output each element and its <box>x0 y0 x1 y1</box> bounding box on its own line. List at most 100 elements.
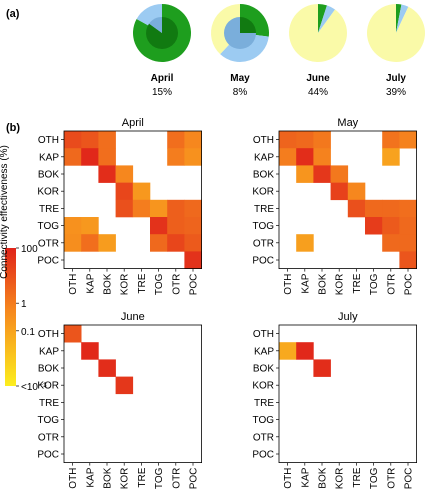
heatmap-cell <box>313 148 331 166</box>
panel-label-b: (b) <box>6 122 20 134</box>
row-tick-label: TRE <box>39 204 59 215</box>
heatmap-frame <box>63 324 203 464</box>
heatmap-cell <box>330 165 349 183</box>
row-tick-label: BOK <box>38 170 59 181</box>
heatmap-cell <box>399 234 417 252</box>
row-tick-label: OTR <box>253 432 274 443</box>
row-tick-label: TOG <box>253 415 275 426</box>
col-tick-label: OTH <box>68 468 79 489</box>
row-tick-label: KAP <box>39 152 59 163</box>
pie-row: April 15% May 8% June 44% July 39% <box>133 3 425 98</box>
heatmap-title: July <box>338 311 358 323</box>
row-tick-label: POC <box>37 256 59 267</box>
heatmap-cell <box>81 217 99 235</box>
heatmap-cell <box>81 148 99 166</box>
row-tick-label: TOG <box>253 221 275 232</box>
col-tick-label: KOR <box>120 468 131 490</box>
col-tick-label: POC <box>404 274 415 296</box>
pie-slice-outer <box>318 5 336 33</box>
heatmap-cell <box>64 217 82 235</box>
heatmap-may: May OTH OTH KAP KAP BOK BOK KOR KOR TRE TRE TOG TOG O… <box>252 117 418 296</box>
row-tick-label: BOK <box>38 364 59 375</box>
pie-percent-label: 39% <box>386 87 406 98</box>
col-tick-label: BOK <box>318 467 329 488</box>
col-tick-label: TOG <box>369 273 380 295</box>
row-tick-label: OTH <box>253 329 274 340</box>
col-tick-label: TRE <box>352 273 363 293</box>
heatmap-cell <box>279 131 297 149</box>
col-tick-label: BOK <box>318 273 329 294</box>
heatmap-cell <box>167 217 185 235</box>
heatmap-frame <box>63 130 203 270</box>
heatmap-title: April <box>122 117 144 129</box>
row-tick-label: POC <box>252 256 274 267</box>
heatmap-grid: April OTH OTH KAP KAP BOK BOK KOR KOR TRE TRE TOG TO… <box>37 117 418 490</box>
heatmap-cell <box>184 199 202 218</box>
pie-june: June 44% <box>289 4 347 98</box>
col-tick-label: BOK <box>103 273 114 294</box>
col-tick-label: TRE <box>137 273 148 293</box>
heatmap-cell <box>167 148 185 166</box>
col-tick-label: OTR <box>386 468 397 489</box>
colorbar-tick-label: 1 <box>21 299 27 310</box>
heatmap-cell <box>382 234 400 252</box>
col-tick-label: OTR <box>386 274 397 295</box>
pie-month-label: April <box>151 73 174 84</box>
row-tick-label: KAP <box>39 346 59 357</box>
heatmap-cell <box>98 131 116 149</box>
col-tick-label: OTR <box>171 274 182 295</box>
pie-month-label: June <box>306 73 330 84</box>
heatmap-cell <box>81 131 99 149</box>
heatmap-cell <box>98 148 116 166</box>
heatmap-cell <box>382 217 400 235</box>
panel-label-a: (a) <box>6 8 20 20</box>
row-tick-label: OTR <box>38 432 59 443</box>
row-tick-label: KOR <box>252 381 274 392</box>
heatmap-cell <box>115 165 134 183</box>
heatmap-june: June OTH OTH KAP KAP BOK BOK KOR KOR TRE TRE TOG TOG… <box>37 311 203 490</box>
col-tick-label: OTH <box>283 274 294 295</box>
heatmap-cell <box>365 217 383 235</box>
heatmap-cell <box>98 234 116 252</box>
heatmap-cell <box>150 234 168 252</box>
heatmap-cell <box>399 217 417 235</box>
heatmap-frame <box>278 130 418 270</box>
heatmap-cell <box>81 342 99 360</box>
row-tick-label: OTH <box>38 135 59 146</box>
heatmap-cell <box>184 217 202 235</box>
col-tick-label: OTH <box>283 468 294 489</box>
heatmap-cell <box>132 199 151 218</box>
row-tick-label: OTR <box>38 238 59 249</box>
heatmap-cell <box>279 342 297 360</box>
heatmap-cell <box>98 165 116 183</box>
heatmap-cell <box>347 182 366 201</box>
heatmap-cell <box>279 148 297 166</box>
pie-slice-outer <box>289 4 347 62</box>
pie-slice-outer <box>396 4 409 33</box>
heatmap-cell <box>115 376 134 395</box>
colorbar-gradient <box>5 248 16 386</box>
col-tick-label: KOR <box>120 274 131 296</box>
heatmap-title: May <box>337 117 358 129</box>
col-tick-label: KOR <box>335 274 346 296</box>
col-tick-label: KAP <box>300 273 311 293</box>
col-tick-label: TRE <box>137 467 148 487</box>
heatmap-cell <box>399 199 417 218</box>
heatmap-cell <box>296 342 314 360</box>
colorbar-tick-label: <10⁻³ <box>21 382 47 393</box>
heatmap-cell <box>167 131 185 149</box>
row-tick-label: POC <box>37 450 59 461</box>
row-tick-label: OTH <box>253 135 274 146</box>
col-tick-label: TOG <box>154 467 165 489</box>
pie-percent-label: 15% <box>152 87 172 98</box>
row-tick-label: TOG <box>38 415 60 426</box>
heatmap-july: July OTH OTH KAP KAP BOK BOK KOR KOR TRE TRE TOG TOG… <box>252 311 418 489</box>
pie-slice-outer <box>396 4 402 33</box>
heatmap-frame <box>278 324 418 464</box>
heatmap-cell <box>64 148 82 166</box>
row-tick-label: OTH <box>38 329 59 340</box>
pie-may: May 8% <box>210 4 269 98</box>
col-tick-label: TRE <box>352 467 363 487</box>
heatmap-cell <box>399 131 417 149</box>
